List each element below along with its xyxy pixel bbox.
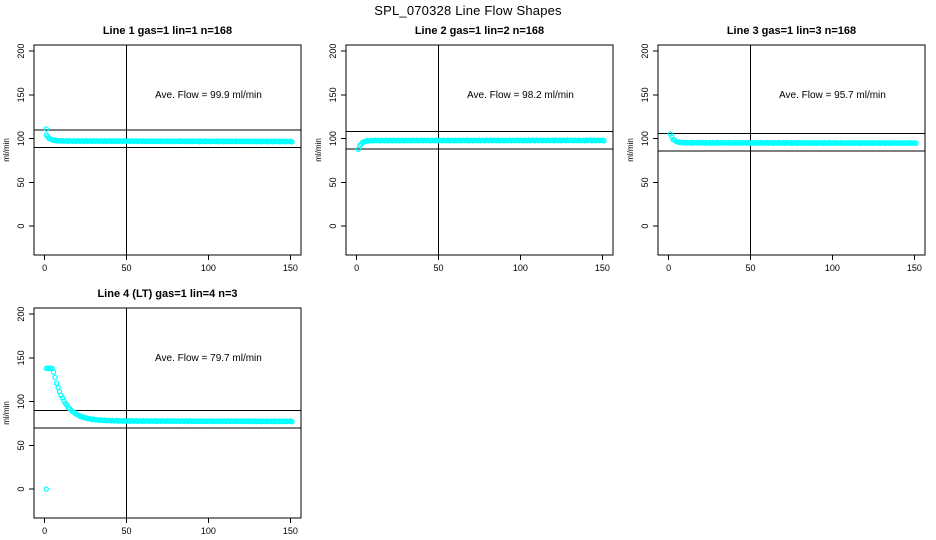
plot-box: [345, 44, 614, 256]
data-point-outlier: [43, 126, 50, 132]
y-tick-label: 0: [16, 487, 26, 492]
y-tick-label: 100: [16, 131, 26, 146]
x-tick-label: 100: [201, 526, 216, 536]
x-tick-label: 50: [122, 526, 132, 536]
x-tick-label: 50: [434, 263, 444, 273]
x-tick-label: 150: [595, 263, 610, 273]
x-axis: 0 50 100 150: [666, 255, 922, 273]
x-axis: 0 50 100 150: [42, 255, 298, 273]
x-tick-label: 100: [825, 263, 840, 273]
y-axis-label: ml/min: [314, 138, 323, 162]
x-axis: 0 50 100 150: [42, 518, 298, 536]
x-tick-label: 0: [354, 263, 359, 273]
subplot-title: Line 2 gas=1 lin=2 n=168: [415, 25, 544, 37]
ave-flow-annotation: Ave. Flow = 79.7 ml/min: [155, 353, 262, 364]
y-tick-label: 0: [328, 224, 338, 229]
y-tick-label: 150: [16, 350, 26, 365]
subplot-line-4: 0 50 100 150 0 50 100 150 200 ml/min Line 4 (LT) g…: [2, 288, 302, 536]
data-point: [601, 138, 607, 144]
plot-box: [657, 44, 926, 256]
x-tick-label: 0: [666, 263, 671, 273]
subplot-line-3: 0 50 100 150 0 50 100 150 200 ml/min Line 3 gas=1 …: [626, 25, 926, 273]
y-tick-label: 150: [16, 87, 26, 102]
y-axis: 0 50 100 150 200: [16, 307, 34, 492]
x-tick-label: 50: [122, 263, 132, 273]
x-tick-label: 150: [283, 526, 298, 536]
data-points: [43, 126, 295, 145]
ave-flow-annotation: Ave. Flow = 99.9 ml/min: [155, 90, 262, 101]
x-tick-label: 50: [746, 263, 756, 273]
data-points: [667, 131, 919, 147]
data-point: [289, 139, 295, 145]
subplot-title: Line 3 gas=1 lin=3 n=168: [727, 25, 856, 37]
y-tick-label: 150: [328, 87, 338, 102]
x-tick-label: 100: [201, 263, 216, 273]
y-tick-label: 0: [16, 224, 26, 229]
y-axis: 0 50 100 150 200: [328, 44, 346, 229]
subplot-title: Line 1 gas=1 lin=1 n=168: [103, 25, 232, 37]
main-title: SPL_070328 Line Flow Shapes: [374, 3, 562, 18]
y-tick-label: 50: [16, 440, 26, 450]
y-tick-label: 50: [328, 177, 338, 187]
y-tick-label: 150: [640, 87, 650, 102]
x-tick-label: 150: [283, 263, 298, 273]
y-axis-label: ml/min: [2, 138, 11, 162]
y-axis-label: ml/min: [2, 401, 11, 425]
y-tick-label: 200: [16, 44, 26, 59]
y-tick-label: 100: [328, 131, 338, 146]
y-axis-label: ml/min: [626, 138, 635, 162]
x-tick-label: 150: [907, 263, 922, 273]
y-axis: 0 50 100 150 200: [16, 44, 34, 229]
data-point: [50, 369, 57, 375]
y-tick-label: 100: [16, 394, 26, 409]
y-axis: 0 50 100 150 200: [640, 44, 658, 229]
ave-flow-annotation: Ave. Flow = 98.2 ml/min: [467, 90, 574, 101]
x-tick-label: 0: [42, 526, 47, 536]
subplot-line-1: 0 50 100 150 0 50 100 150 200 ml/min Line 1 gas=1 …: [2, 25, 302, 273]
x-tick-label: 0: [42, 263, 47, 273]
y-tick-label: 50: [16, 177, 26, 187]
ave-flow-annotation: Ave. Flow = 95.7 ml/min: [779, 90, 886, 101]
subplot-line-2: 0 50 100 150 0 50 100 150 200 ml/min Line 2 gas=1 …: [314, 25, 614, 273]
data-point: [52, 374, 58, 381]
y-tick-label: 200: [328, 44, 338, 59]
y-tick-label: 200: [16, 307, 26, 322]
x-axis: 0 50 100 150: [354, 255, 610, 273]
subplot-title: Line 4 (LT) gas=1 lin=4 n=3: [97, 288, 237, 300]
data-point: [289, 418, 295, 425]
x-tick-label: 100: [513, 263, 528, 273]
data-point-outlier: [43, 486, 50, 492]
plot-box: [33, 44, 302, 256]
y-tick-label: 50: [640, 177, 650, 187]
data-point: [913, 140, 919, 147]
y-tick-label: 0: [640, 224, 650, 229]
data-points: [43, 365, 295, 492]
y-tick-label: 200: [640, 44, 650, 59]
y-tick-label: 100: [640, 131, 650, 146]
data-points: [355, 137, 607, 152]
